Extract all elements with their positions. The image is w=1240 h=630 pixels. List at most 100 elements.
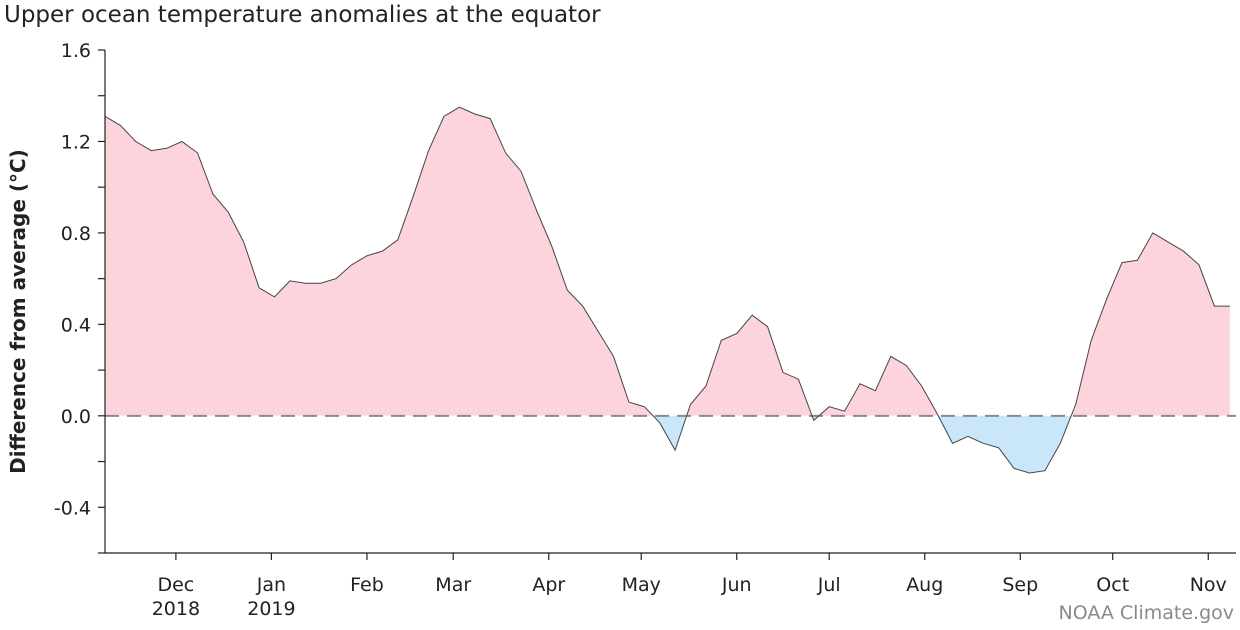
data-point (1043, 469, 1046, 472)
data-point (735, 332, 738, 335)
data-point (566, 289, 569, 292)
data-point (273, 295, 276, 298)
data-point (535, 209, 538, 212)
data-point (350, 263, 353, 266)
data-point (196, 151, 199, 154)
data-point (1213, 305, 1216, 308)
x-tick-label: Jun (721, 574, 752, 596)
data-point (1167, 241, 1170, 244)
x-tick-label: Apr (532, 574, 565, 596)
data-point (1182, 250, 1185, 253)
data-point (1090, 339, 1093, 342)
y-tick-label: 0.4 (61, 314, 91, 336)
data-point (1059, 442, 1062, 445)
x-tick-label: May (622, 574, 661, 596)
data-point (843, 410, 846, 413)
data-point (936, 412, 939, 415)
data-point (1013, 467, 1016, 470)
data-point (134, 140, 137, 143)
data-point (689, 403, 692, 406)
data-point (905, 364, 908, 367)
data-point (550, 245, 553, 248)
data-point (1121, 261, 1124, 264)
positive-anomaly-area (105, 107, 1230, 416)
data-point (612, 355, 615, 358)
data-point (165, 147, 168, 150)
data-point (227, 211, 230, 214)
y-tick-label: -0.4 (54, 497, 91, 519)
data-point (504, 151, 507, 154)
x-tick-label: Jul (817, 574, 841, 596)
x-tick-sublabel: 2018 (152, 598, 200, 620)
data-point (489, 117, 492, 120)
data-point (812, 419, 815, 422)
series-line (104, 106, 1230, 474)
data-point (859, 382, 862, 385)
data-point (828, 405, 831, 408)
data-point (242, 241, 245, 244)
data-point (211, 193, 214, 196)
data-point (520, 170, 523, 173)
data-point (1028, 472, 1031, 475)
data-point (150, 149, 153, 152)
data-point (674, 449, 677, 452)
data-point (1074, 403, 1077, 406)
y-tick-label: 1.2 (61, 131, 91, 153)
data-point (319, 282, 322, 285)
data-point (1136, 259, 1139, 262)
data-point (658, 421, 661, 424)
x-tick-sublabel: 2019 (247, 598, 295, 620)
data-point (874, 389, 877, 392)
data-point (751, 314, 754, 317)
data-point (381, 250, 384, 253)
data-point (304, 282, 307, 285)
data-point (258, 286, 261, 289)
x-tick-label: Oct (1096, 574, 1129, 596)
data-point (797, 378, 800, 381)
x-tick-label: Nov (1190, 574, 1227, 596)
data-point (643, 405, 646, 408)
x-tick-label: Feb (350, 574, 384, 596)
data-point (766, 325, 769, 328)
data-point (396, 238, 399, 241)
y-tick-label: 0.8 (61, 223, 91, 245)
data-point (365, 254, 368, 257)
y-tick-label: 1.6 (61, 40, 91, 62)
data-point (720, 339, 723, 342)
chart-title: Upper ocean temperature anomalies at the… (4, 2, 601, 28)
x-tick-label: Jan (256, 574, 286, 596)
x-tick-label: Dec (157, 574, 194, 596)
data-point (1151, 231, 1154, 234)
x-tick-label: Aug (906, 574, 943, 596)
data-point (458, 106, 461, 109)
x-tick-label: Sep (1002, 574, 1038, 596)
data-point (627, 401, 630, 404)
data-point (473, 113, 476, 116)
data-point (581, 305, 584, 308)
data-point (997, 446, 1000, 449)
data-point (704, 385, 707, 388)
data-point (889, 355, 892, 358)
negative-anomaly-area (653, 415, 1072, 473)
data-point (920, 385, 923, 388)
y-tick-label: 0.0 (61, 406, 91, 428)
data-point (597, 330, 600, 333)
data-point (1228, 305, 1231, 308)
data-point (427, 149, 430, 152)
data-point (181, 140, 184, 143)
x-tick-label: Mar (435, 574, 471, 596)
data-point (1198, 263, 1201, 266)
data-point (335, 277, 338, 280)
data-point (782, 371, 785, 374)
data-point (982, 442, 985, 445)
y-axis-label: Difference from average (°C) (6, 149, 30, 474)
data-point (1105, 298, 1108, 301)
data-point (443, 115, 446, 118)
data-point (412, 195, 415, 198)
data-point (951, 442, 954, 445)
data-point (966, 435, 969, 438)
credit-label: NOAA Climate.gov (1058, 602, 1234, 624)
data-point (119, 124, 122, 127)
